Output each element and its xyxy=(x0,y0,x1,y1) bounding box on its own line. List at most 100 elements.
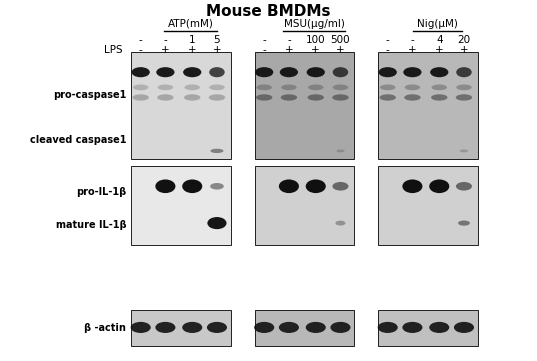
Bar xyxy=(255,166,354,245)
Ellipse shape xyxy=(460,149,468,152)
Text: MSU(μg/ml): MSU(μg/ml) xyxy=(284,19,345,29)
Ellipse shape xyxy=(332,182,349,191)
Ellipse shape xyxy=(429,322,449,333)
Ellipse shape xyxy=(308,94,324,101)
Ellipse shape xyxy=(185,84,200,90)
Text: +: + xyxy=(408,45,417,55)
Text: mature IL-1β: mature IL-1β xyxy=(55,219,126,230)
Ellipse shape xyxy=(336,221,345,226)
Ellipse shape xyxy=(380,84,395,90)
Ellipse shape xyxy=(454,322,474,333)
Ellipse shape xyxy=(458,221,470,226)
Ellipse shape xyxy=(307,67,325,77)
Text: β -actin: β -actin xyxy=(84,323,126,333)
Text: +: + xyxy=(435,45,444,55)
Text: 4: 4 xyxy=(436,35,442,45)
Ellipse shape xyxy=(210,183,224,190)
Text: +: + xyxy=(161,45,170,55)
Bar xyxy=(131,166,231,245)
Ellipse shape xyxy=(133,94,149,101)
Bar xyxy=(255,52,354,159)
Text: 500: 500 xyxy=(331,35,350,45)
Ellipse shape xyxy=(207,217,227,229)
Ellipse shape xyxy=(379,67,397,77)
Ellipse shape xyxy=(132,67,150,77)
Ellipse shape xyxy=(402,322,423,333)
Ellipse shape xyxy=(209,67,224,77)
Ellipse shape xyxy=(456,182,472,191)
Text: -: - xyxy=(139,35,142,45)
Ellipse shape xyxy=(333,84,348,90)
Ellipse shape xyxy=(405,84,420,90)
Ellipse shape xyxy=(281,94,297,101)
Ellipse shape xyxy=(336,149,345,152)
Ellipse shape xyxy=(429,179,449,193)
Ellipse shape xyxy=(456,84,471,90)
Text: -: - xyxy=(263,45,266,55)
Text: -: - xyxy=(411,35,414,45)
Text: +: + xyxy=(311,45,320,55)
Ellipse shape xyxy=(155,179,176,193)
Text: -: - xyxy=(386,45,389,55)
Text: cleaved caspase1: cleaved caspase1 xyxy=(30,135,126,145)
Ellipse shape xyxy=(183,67,201,77)
Ellipse shape xyxy=(255,67,273,77)
Text: -: - xyxy=(263,35,266,45)
Ellipse shape xyxy=(456,94,472,101)
Ellipse shape xyxy=(404,94,420,101)
Text: ATP(mM): ATP(mM) xyxy=(168,19,214,29)
Text: +: + xyxy=(188,45,197,55)
Ellipse shape xyxy=(432,84,447,90)
Ellipse shape xyxy=(182,179,202,193)
Bar xyxy=(378,52,478,159)
Ellipse shape xyxy=(257,84,272,90)
Ellipse shape xyxy=(130,322,151,333)
Ellipse shape xyxy=(403,67,422,77)
Ellipse shape xyxy=(333,67,348,77)
Text: 100: 100 xyxy=(306,35,325,45)
Bar xyxy=(255,310,354,346)
Ellipse shape xyxy=(133,84,148,90)
Ellipse shape xyxy=(157,94,173,101)
Text: 5: 5 xyxy=(214,35,220,45)
Text: -: - xyxy=(164,35,167,45)
Text: LPS: LPS xyxy=(104,45,122,55)
Ellipse shape xyxy=(380,94,396,101)
Text: Nig(μM): Nig(μM) xyxy=(417,19,458,29)
Ellipse shape xyxy=(332,94,349,101)
Text: pro-IL-1β: pro-IL-1β xyxy=(76,187,126,197)
Ellipse shape xyxy=(279,179,299,193)
Text: +: + xyxy=(460,45,468,55)
Ellipse shape xyxy=(155,322,176,333)
Ellipse shape xyxy=(207,322,227,333)
Ellipse shape xyxy=(279,322,299,333)
Text: +: + xyxy=(285,45,293,55)
Text: -: - xyxy=(139,45,142,55)
Ellipse shape xyxy=(209,84,224,90)
Ellipse shape xyxy=(254,322,274,333)
Text: 20: 20 xyxy=(458,35,470,45)
Text: 1: 1 xyxy=(189,35,195,45)
Bar xyxy=(131,310,231,346)
Ellipse shape xyxy=(211,149,223,153)
Text: +: + xyxy=(336,45,345,55)
Ellipse shape xyxy=(430,67,448,77)
Ellipse shape xyxy=(156,67,175,77)
Ellipse shape xyxy=(330,322,351,333)
Ellipse shape xyxy=(209,94,225,101)
Ellipse shape xyxy=(281,84,296,90)
Bar xyxy=(378,166,478,245)
Text: -: - xyxy=(287,35,291,45)
Ellipse shape xyxy=(158,84,173,90)
Ellipse shape xyxy=(306,179,326,193)
Text: pro-caspase1: pro-caspase1 xyxy=(53,90,126,100)
Text: +: + xyxy=(213,45,221,55)
Bar xyxy=(378,310,478,346)
Ellipse shape xyxy=(306,322,326,333)
Text: Mouse BMDMs: Mouse BMDMs xyxy=(206,4,331,19)
Text: -: - xyxy=(386,35,389,45)
Ellipse shape xyxy=(184,94,200,101)
Ellipse shape xyxy=(280,67,298,77)
Ellipse shape xyxy=(402,179,423,193)
Ellipse shape xyxy=(182,322,202,333)
